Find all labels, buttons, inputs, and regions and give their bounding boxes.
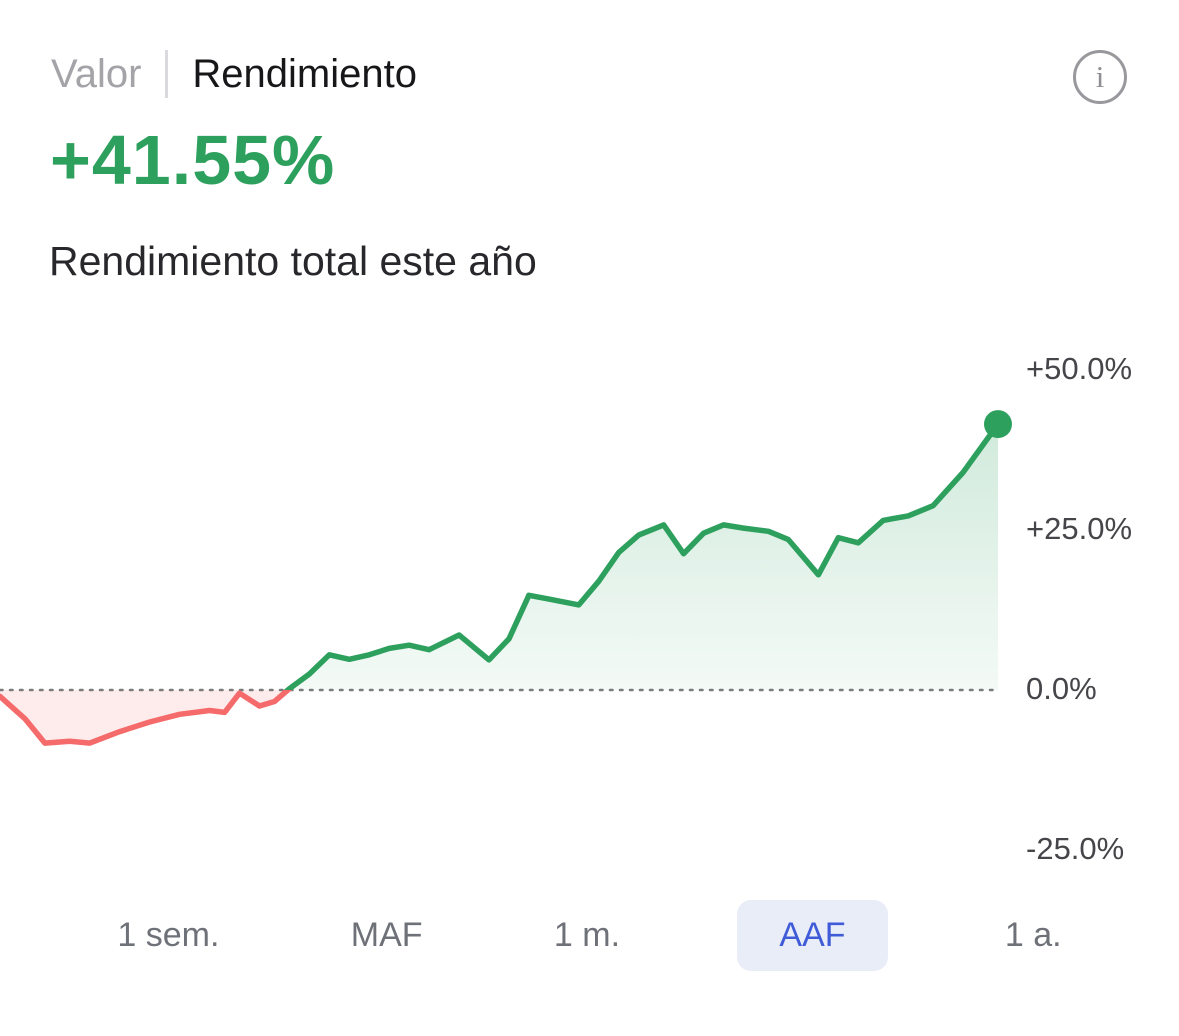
period-tab-maf[interactable]: MAF: [337, 900, 437, 971]
total-return-subtitle: Rendimiento total este año: [49, 238, 537, 284]
tab-rendimiento[interactable]: Rendimiento: [192, 51, 417, 96]
view-switcher: Valor Rendimiento: [51, 50, 417, 98]
period-tab-1-m[interactable]: 1 m.: [540, 900, 634, 971]
tab-valor[interactable]: Valor: [51, 51, 142, 96]
total-return-value: +41.55%: [50, 121, 336, 199]
info-icon[interactable]: i: [1073, 50, 1127, 104]
y-axis-label: 0.0%: [1026, 671, 1097, 706]
y-axis-label: -25.0%: [1026, 831, 1125, 866]
y-axis-labels: +50.0% +25.0% 0.0% -25.0%: [1026, 350, 1179, 890]
period-tab-1-a[interactable]: 1 a.: [991, 900, 1076, 971]
performance-line-chart: [0, 410, 1012, 746]
y-axis-label: +50.0%: [1026, 351, 1133, 386]
header-divider: [165, 50, 169, 98]
period-tab-aaf[interactable]: AAF: [737, 900, 888, 971]
performance-chart[interactable]: +50.0% +25.0% 0.0% -25.0%: [0, 350, 1179, 890]
y-axis-label: +25.0%: [1026, 511, 1133, 546]
period-tab-1-sem[interactable]: 1 sem.: [103, 900, 233, 971]
period-tabs: 1 sem. MAF 1 m. AAF 1 a.: [0, 900, 1179, 971]
